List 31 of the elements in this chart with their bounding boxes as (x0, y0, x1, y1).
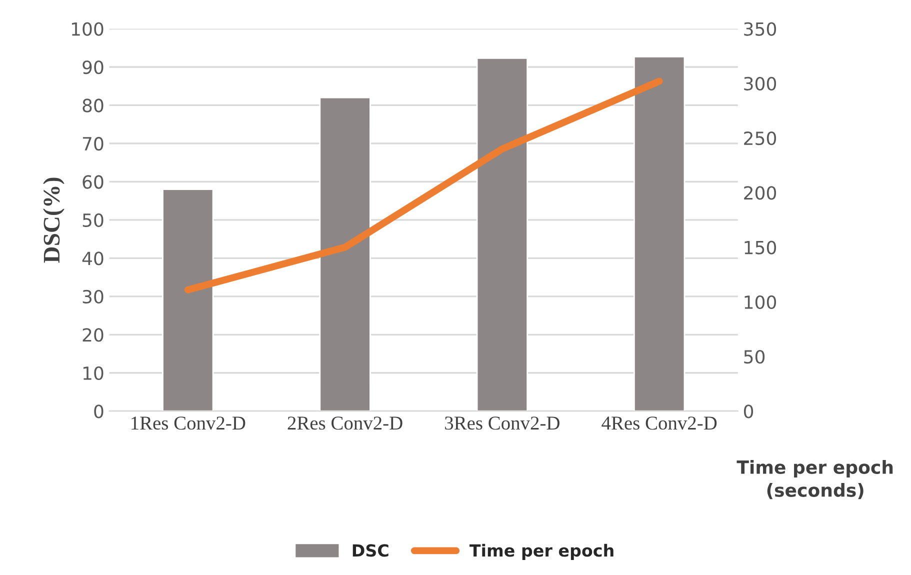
y2-tick-label: 250 (744, 131, 776, 146)
y-tick-label: 0 (94, 404, 104, 418)
y-tick-label: 30 (82, 290, 104, 304)
y2-axis-title: Time per epoch (seconds) (736, 460, 893, 500)
y-tick-label: 70 (82, 136, 104, 151)
y2-tick-label: 300 (744, 76, 776, 90)
y-tick-label: 60 (82, 175, 104, 189)
y2-tick-label: 100 (744, 295, 776, 309)
legend-label: Time per epoch (469, 544, 614, 560)
x-tick-label: 4Res Conv2-D (602, 416, 717, 430)
y-tick-label: 20 (82, 328, 104, 342)
y2-tick-label: 350 (744, 22, 776, 36)
bar (634, 56, 686, 412)
y-axis-title: DSC(%) (43, 178, 64, 263)
y-tick-label: 50 (82, 213, 104, 228)
bar (162, 188, 214, 412)
y-tick-label: 10 (83, 366, 104, 380)
y-tick-label: 100 (72, 22, 104, 36)
x-tick-label: 3Res Conv2-D (445, 416, 560, 430)
x-tick-label: 2Res Conv2-D (288, 416, 402, 430)
bar (319, 96, 371, 412)
y-tick-label: 40 (82, 252, 104, 266)
y-tick-label: 90 (82, 60, 104, 74)
legend-label: DSC (352, 544, 388, 557)
y2-tick-label: 50 (744, 350, 765, 364)
x-tick-label: 1Res Conv2-D (132, 416, 246, 430)
y2-tick-label: 200 (744, 186, 776, 200)
y2-tick-label: 150 (744, 240, 776, 254)
y-tick-label: 80 (82, 98, 104, 112)
bar (476, 58, 528, 412)
y2-tick-label: 0 (744, 404, 754, 418)
